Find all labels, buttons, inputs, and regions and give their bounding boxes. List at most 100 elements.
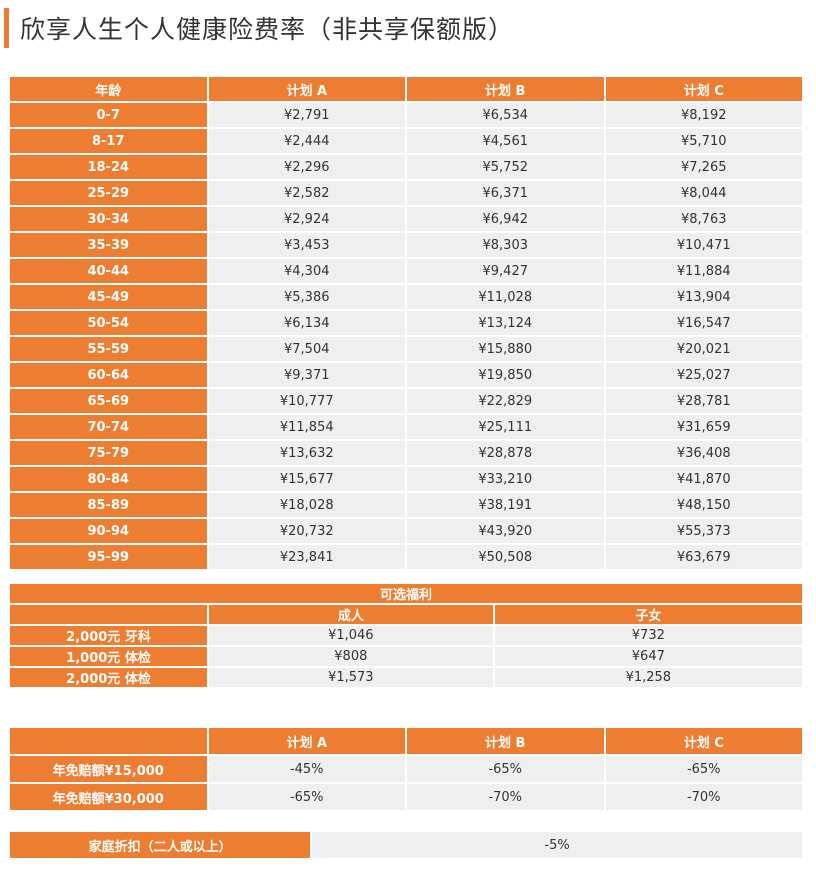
table-cell: ¥15,677 [208, 467, 405, 491]
rate-row: 8-17 ¥2,444 ¥4,561 ¥5,710 [10, 129, 802, 153]
header-age: 年龄 [10, 77, 207, 101]
table-cell: ¥16,547 [605, 311, 802, 335]
table-header-row: 年龄 计划 A 计划 B 计划 C [10, 77, 802, 101]
table-cell: ¥25,111 [407, 415, 604, 439]
table-cell: ¥7,265 [605, 155, 802, 179]
table-cell: ¥6,534 [407, 103, 604, 127]
rate-row: 25-29 ¥2,582 ¥6,371 ¥8,044 [10, 181, 802, 205]
rate-row: 35-39 ¥3,453 ¥8,303 ¥10,471 [10, 233, 802, 257]
row-label: 95-99 [10, 545, 207, 569]
table-cell: ¥11,884 [605, 259, 802, 283]
table-cell: ¥20,732 [208, 519, 405, 543]
table-cell: ¥2,444 [208, 129, 405, 153]
row-label: 50-54 [10, 311, 207, 335]
row-label: 25-29 [10, 181, 207, 205]
table-cell: ¥4,304 [208, 259, 405, 283]
row-label: 年免赔额¥30,000 [10, 784, 207, 810]
table-cell: ¥13,904 [605, 285, 802, 309]
benefit-row: 1,000元 体检 ¥808 ¥647 [10, 647, 802, 666]
row-label: 35-39 [10, 233, 207, 257]
table-cell: ¥50,508 [407, 545, 604, 569]
row-label: 年免赔额¥15,000 [10, 756, 207, 782]
rate-row: 40-44 ¥4,304 ¥9,427 ¥11,884 [10, 259, 802, 283]
table-cell: ¥5,752 [407, 155, 604, 179]
row-label: 85-89 [10, 493, 207, 517]
table-cell: ¥25,027 [605, 363, 802, 387]
table-cell: -65% [407, 756, 604, 782]
rate-row: 65-69 ¥10,777 ¥22,829 ¥28,781 [10, 389, 802, 413]
table-cell: ¥8,763 [605, 207, 802, 231]
table-cell: ¥8,044 [605, 181, 802, 205]
family-discount-value: -5% [312, 832, 802, 858]
deductible-header-plan-b: 计划 B [407, 728, 604, 754]
family-discount-table: 家庭折扣（二人或以上） -5% [8, 830, 804, 860]
table-cell: ¥5,710 [605, 129, 802, 153]
deductible-discount-table: 计划 A 计划 B 计划 C 年免赔额¥15,000 -45% -65% -65% 年免… [8, 726, 804, 812]
table-cell: ¥11,028 [407, 285, 604, 309]
benefits-title: 可选福利 [10, 584, 802, 603]
table-cell: ¥63,679 [605, 545, 802, 569]
row-label: 55-59 [10, 337, 207, 361]
table-cell: ¥11,854 [208, 415, 405, 439]
table-cell: ¥2,582 [208, 181, 405, 205]
table-cell: ¥48,150 [605, 493, 802, 517]
header-plan-a: 计划 A [208, 77, 405, 101]
table-cell: ¥2,791 [208, 103, 405, 127]
table-cell: ¥36,408 [605, 441, 802, 465]
row-label: 2,000元 体检 [10, 668, 207, 687]
row-label: 1,000元 体检 [10, 647, 207, 666]
table-cell: ¥1,046 [209, 626, 493, 645]
row-label: 8-17 [10, 129, 207, 153]
table-cell: ¥22,829 [407, 389, 604, 413]
benefits-title-row: 可选福利 [10, 584, 802, 603]
rate-row: 80-84 ¥15,677 ¥33,210 ¥41,870 [10, 467, 802, 491]
header-child: 子女 [494, 605, 802, 624]
deductible-header-row: 计划 A 计划 B 计划 C [10, 728, 802, 754]
row-label: 45-49 [10, 285, 207, 309]
title-accent-bar [4, 8, 9, 48]
row-label: 0-7 [10, 103, 207, 127]
table-cell: ¥41,870 [605, 467, 802, 491]
table-cell: ¥23,841 [208, 545, 405, 569]
table-cell: ¥13,632 [208, 441, 405, 465]
table-cell: ¥6,371 [407, 181, 604, 205]
premium-rate-table: 年龄 计划 A 计划 B 计划 C 0-7 ¥2,791 ¥6,534 ¥8,192 8… [8, 75, 804, 571]
table-cell: ¥7,504 [208, 337, 405, 361]
table-cell: ¥33,210 [407, 467, 604, 491]
table-cell: ¥10,777 [208, 389, 405, 413]
table-cell: ¥9,427 [407, 259, 604, 283]
table-cell: ¥4,561 [407, 129, 604, 153]
rate-row: 90-94 ¥20,732 ¥43,920 ¥55,373 [10, 519, 802, 543]
header-adult: 成人 [209, 605, 493, 624]
table-cell: ¥2,296 [208, 155, 405, 179]
table-cell: ¥647 [494, 647, 802, 666]
table-cell: ¥13,124 [407, 311, 604, 335]
table-cell: ¥28,878 [407, 441, 604, 465]
deductible-header-plan-a: 计划 A [208, 728, 405, 754]
table-cell: ¥1,573 [209, 668, 493, 687]
row-label: 75-79 [10, 441, 207, 465]
table-cell: ¥28,781 [605, 389, 802, 413]
deductible-row: 年免赔额¥30,000 -65% -70% -70% [10, 784, 802, 810]
rate-row: 70-74 ¥11,854 ¥25,111 ¥31,659 [10, 415, 802, 439]
rate-row: 55-59 ¥7,504 ¥15,880 ¥20,021 [10, 337, 802, 361]
table-cell: ¥8,192 [605, 103, 802, 127]
table-cell: ¥20,021 [605, 337, 802, 361]
rate-row: 0-7 ¥2,791 ¥6,534 ¥8,192 [10, 103, 802, 127]
rate-row: 45-49 ¥5,386 ¥11,028 ¥13,904 [10, 285, 802, 309]
table-cell: ¥732 [494, 626, 802, 645]
benefit-row: 2,000元 体检 ¥1,573 ¥1,258 [10, 668, 802, 687]
rate-row: 75-79 ¥13,632 ¥28,878 ¥36,408 [10, 441, 802, 465]
table-cell: ¥55,373 [605, 519, 802, 543]
deductible-row: 年免赔额¥15,000 -45% -65% -65% [10, 756, 802, 782]
table-cell: ¥808 [209, 647, 493, 666]
deductible-header-plan-c: 计划 C [605, 728, 802, 754]
deductible-header-blank [10, 728, 207, 754]
rate-row: 30-34 ¥2,924 ¥6,942 ¥8,763 [10, 207, 802, 231]
table-cell: ¥18,028 [208, 493, 405, 517]
header-plan-c: 计划 C [605, 77, 802, 101]
table-cell: -45% [208, 756, 405, 782]
row-label: 18-24 [10, 155, 207, 179]
table-cell: ¥5,386 [208, 285, 405, 309]
row-label: 90-94 [10, 519, 207, 543]
